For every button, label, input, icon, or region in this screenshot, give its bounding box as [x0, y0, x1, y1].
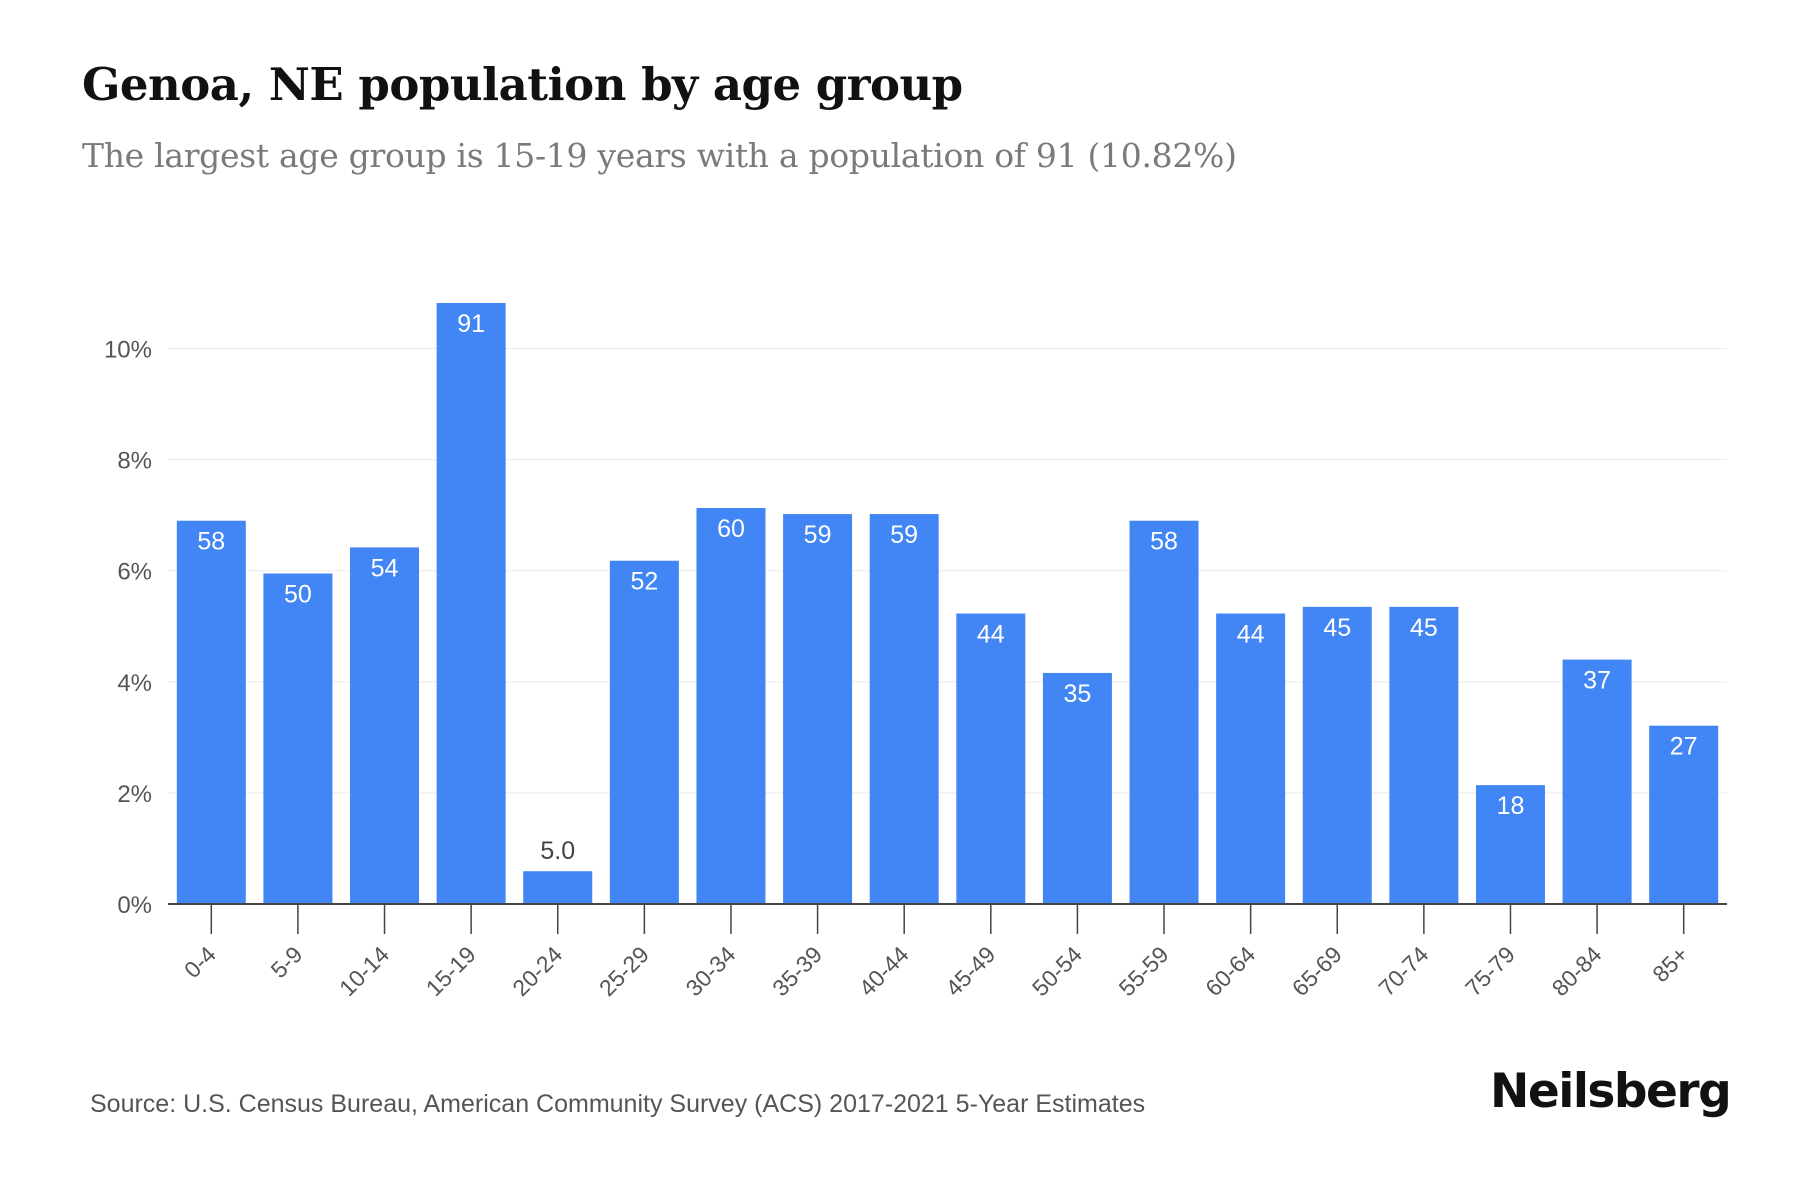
bar: [783, 514, 853, 904]
data-label: 58: [1150, 528, 1178, 556]
x-tick-label: 50-54: [1027, 941, 1087, 1001]
data-label: 27: [1670, 733, 1698, 761]
bar: [1475, 785, 1545, 904]
x-tick-label: 0-4: [179, 941, 221, 983]
bar: [436, 303, 506, 904]
bar: [1216, 613, 1286, 904]
x-tick-label: 45-49: [940, 941, 1000, 1001]
bar: [869, 514, 939, 904]
bar: [1562, 659, 1632, 904]
x-tick-label: 80-84: [1547, 941, 1607, 1001]
x-tick-label: 85+: [1647, 941, 1693, 987]
data-label: 18: [1497, 792, 1525, 820]
x-tick-label: 60-64: [1200, 941, 1260, 1001]
y-tick-label: 4%: [117, 670, 152, 697]
bar: [350, 547, 420, 904]
data-label: 35: [1064, 680, 1092, 708]
bar: [1302, 606, 1372, 904]
data-label: 54: [371, 554, 399, 582]
data-label: 45: [1323, 614, 1351, 642]
x-tick-label: 15-19: [421, 941, 481, 1001]
bar: [956, 613, 1026, 904]
bar: [176, 520, 246, 904]
bar: [263, 573, 333, 904]
data-label: 37: [1583, 667, 1611, 695]
data-label: 44: [977, 620, 1005, 648]
bar: [1649, 725, 1719, 904]
x-tick-label: 35-39: [767, 941, 827, 1001]
bar: [1389, 606, 1459, 904]
x-tick-label: 75-79: [1460, 941, 1520, 1001]
bar: [523, 871, 593, 904]
x-tick-label: 10-14: [334, 941, 394, 1001]
bar: [609, 560, 679, 904]
bar: [696, 507, 766, 904]
data-label: 44: [1237, 620, 1265, 648]
y-tick-label: 10%: [104, 337, 152, 364]
data-label: 5.0: [540, 837, 575, 865]
x-tick-label: 70-74: [1373, 941, 1433, 1001]
data-label: 60: [717, 515, 745, 543]
data-label: 59: [890, 521, 918, 549]
data-label: 59: [804, 521, 832, 549]
data-label: 52: [630, 568, 658, 596]
x-tick-label: 25-29: [594, 941, 654, 1001]
x-tick-label: 40-44: [854, 941, 914, 1001]
y-tick-label: 2%: [117, 781, 152, 808]
y-tick-label: 8%: [117, 448, 152, 475]
x-tick-label: 30-34: [681, 941, 741, 1001]
x-tick-label: 65-69: [1287, 941, 1347, 1001]
data-label: 45: [1410, 614, 1438, 642]
brand-logo: Neilsberg: [1490, 1064, 1732, 1119]
data-label: 91: [457, 310, 485, 338]
data-label: 50: [284, 581, 312, 609]
bar-chart: 0% 2% 4% 6% 8% 10% 58 0-4 50 5-9 54 10-14 91 15-19 5.0…: [104, 303, 1727, 1001]
x-tick-label: 55-59: [1114, 941, 1174, 1001]
y-tick-label: 0%: [117, 892, 152, 919]
bar: [1042, 672, 1112, 904]
source-note: Source: U.S. Census Bureau, American Com…: [90, 1090, 1146, 1118]
bar: [1129, 520, 1199, 904]
x-tick-label: 20-24: [507, 941, 567, 1001]
data-label: 58: [197, 528, 225, 556]
x-tick-label: 5-9: [266, 941, 308, 983]
chart-title: Genoa, NE population by age group: [82, 58, 963, 111]
chart-subtitle: The largest age group is 15-19 years wit…: [82, 136, 1237, 175]
y-tick-label: 6%: [117, 559, 152, 586]
